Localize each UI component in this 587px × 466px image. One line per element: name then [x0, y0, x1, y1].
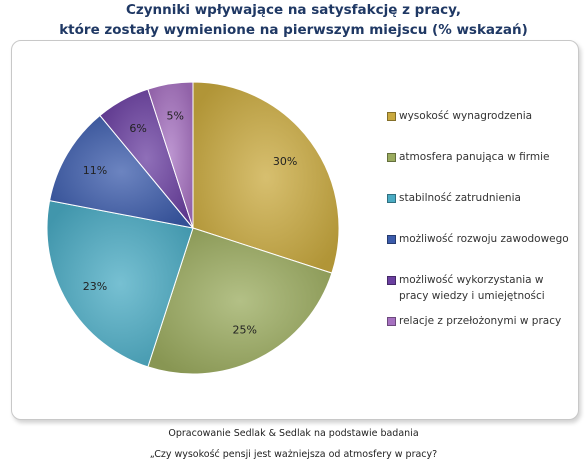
legend-label: możliwość rozwoju zawodowego [399, 233, 569, 245]
legend-label: stabilność zatrudnienia [399, 192, 521, 204]
pie-slice-3 [46, 200, 194, 368]
legend-item-3: stabilność zatrudnienia [387, 190, 569, 206]
legend-swatch [387, 153, 396, 162]
pie-slice-label-5: 6% [129, 122, 146, 135]
pie-slice-label-6: 5% [166, 110, 183, 123]
legend-swatch [387, 194, 396, 203]
legend-item-1: wysokość wynagrodzenia [387, 108, 569, 124]
legend-item-6: relacje z przełożonymi w pracy [387, 313, 569, 329]
legend-swatch [387, 276, 396, 285]
legend-swatch [387, 235, 396, 244]
pie-slice-4 [49, 114, 195, 229]
legend-swatch [387, 317, 396, 326]
source-survey-title: „Czy wysokość pensji jest ważniejsza od … [149, 449, 438, 460]
chart-title-line-2: które zostały wymienione na pierwszym mi… [59, 22, 528, 38]
legend-label: możliwość wykorzystania w pracy wiedzy i… [399, 274, 545, 302]
chart-title-line-1: Czynniki wpływające na satysfakcję z pra… [125, 2, 461, 18]
legend-item-2: atmosfera panująca w firmie [387, 149, 569, 165]
legend-label: relacje z przełożonymi w pracy [399, 315, 562, 327]
pie-slice-label-2: 25% [232, 323, 256, 336]
source-note: Opracowanie Sedlak & Sedlak na podstawie… [168, 428, 419, 439]
pie-slice-label-3: 23% [83, 280, 107, 293]
pie-slice-label-1: 30% [273, 155, 297, 168]
legend-item-4: możliwość rozwoju zawodowego [387, 231, 569, 247]
legend-swatch [387, 112, 396, 121]
pie-slice-2 [147, 227, 333, 375]
pie-slice-label-4: 11% [83, 164, 107, 177]
legend-item-5: możliwość wykorzystania w pracy wiedzy i… [387, 272, 569, 304]
pie-slice-6 [147, 81, 194, 229]
pie-slice-1 [192, 81, 340, 274]
chart-title: Czynniki wpływające na satysfakcję z pra… [0, 0, 587, 40]
legend-label: wysokość wynagrodzenia [399, 110, 533, 122]
legend-label: atmosfera panująca w firmie [399, 151, 550, 163]
